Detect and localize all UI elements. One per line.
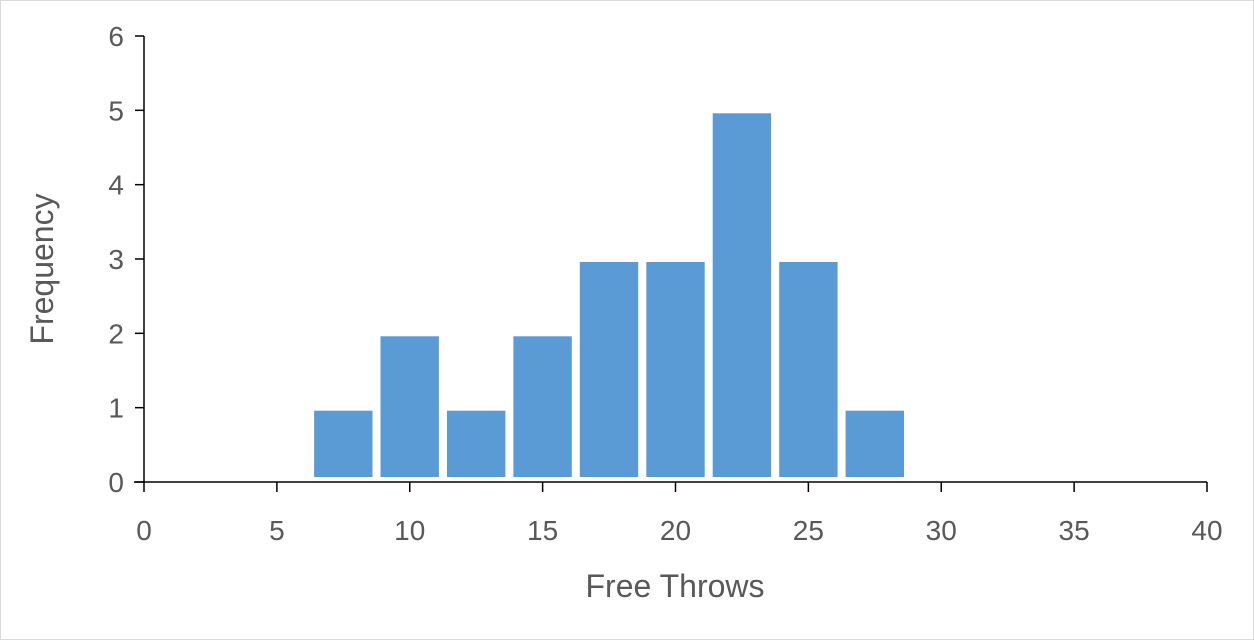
histogram-bar-8 [779, 262, 838, 477]
x-tick-label-25: 25 [793, 515, 824, 546]
x-tick-label-5: 5 [269, 515, 285, 546]
histogram-bar-2 [380, 336, 439, 477]
y-tick-label-5: 5 [108, 95, 124, 126]
y-tick-label-2: 2 [108, 318, 124, 349]
y-tick-label-0: 0 [108, 467, 124, 498]
histogram-bar-1 [314, 410, 373, 477]
x-tick-label-20: 20 [660, 515, 691, 546]
x-tick-label-0: 0 [136, 515, 152, 546]
x-tick-label-15: 15 [527, 515, 558, 546]
histogram-bar-4 [513, 336, 572, 477]
x-tick-label-40: 40 [1191, 515, 1222, 546]
histogram-bar-7 [712, 113, 772, 478]
y-axis-title: Frequency [24, 193, 60, 344]
x-tick-label-35: 35 [1059, 515, 1090, 546]
y-tick-label-1: 1 [108, 393, 124, 424]
histogram-bar-3 [447, 410, 506, 477]
y-tick-label-4: 4 [108, 170, 124, 201]
histogram-bar-9 [845, 410, 904, 477]
x-tick-label-30: 30 [926, 515, 957, 546]
x-tick-label-10: 10 [394, 515, 425, 546]
y-tick-label-3: 3 [108, 244, 124, 275]
y-tick-label-6: 6 [108, 21, 124, 52]
histogram-bar-5 [579, 262, 639, 477]
histogram-bar-6 [646, 262, 705, 477]
x-axis-title: Free Throws [585, 568, 764, 604]
